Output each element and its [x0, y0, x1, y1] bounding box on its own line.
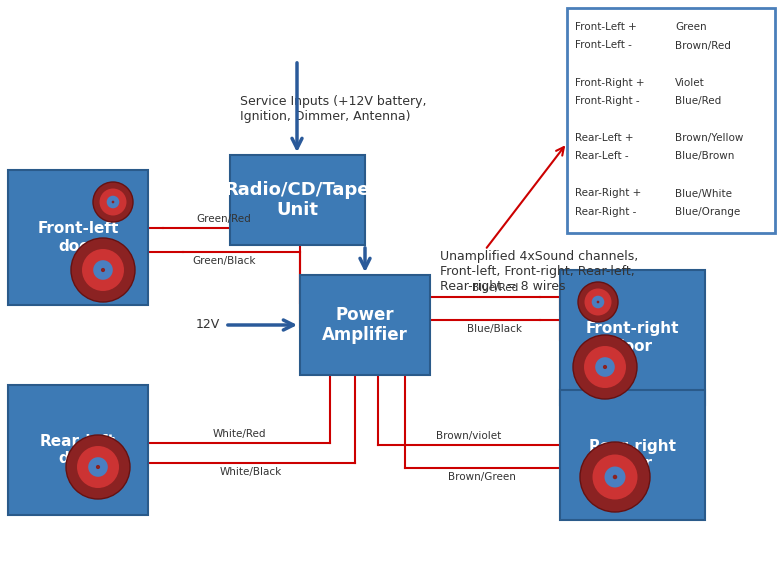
Text: Radio/CD/Tape
Unit: Radio/CD/Tape Unit [225, 181, 370, 220]
Text: Front-Left -: Front-Left - [575, 40, 632, 51]
Ellipse shape [584, 289, 612, 316]
Text: Rear-Right +: Rear-Right + [575, 189, 641, 198]
Text: Green/Black: Green/Black [193, 256, 256, 266]
Text: Blue/Black: Blue/Black [467, 324, 522, 334]
FancyBboxPatch shape [300, 275, 430, 375]
Text: Front-Right +: Front-Right + [575, 78, 644, 87]
Ellipse shape [101, 268, 105, 272]
Text: Service Inputs (+12V battery,
Ignition, Dimmer, Antenna): Service Inputs (+12V battery, Ignition, … [240, 95, 427, 123]
FancyBboxPatch shape [8, 385, 148, 515]
Ellipse shape [96, 465, 100, 469]
Text: Blue/Red: Blue/Red [472, 283, 518, 293]
Text: Blue/Brown: Blue/Brown [675, 151, 734, 162]
FancyBboxPatch shape [8, 170, 148, 305]
Ellipse shape [604, 466, 626, 488]
Ellipse shape [66, 435, 130, 499]
Ellipse shape [71, 238, 135, 302]
FancyBboxPatch shape [230, 155, 365, 245]
Text: Unamplified 4xSound channels,
Front-left, Front-right, Rear-left,
Rear-right = 8: Unamplified 4xSound channels, Front-left… [440, 250, 638, 293]
Text: Green: Green [675, 22, 706, 32]
Text: Brown/violet: Brown/violet [436, 431, 502, 441]
Text: Blue/Orange: Blue/Orange [675, 207, 740, 217]
Text: Brown/Yellow: Brown/Yellow [675, 133, 743, 143]
Text: Blue/Red: Blue/Red [675, 96, 721, 106]
Text: Brown/Red: Brown/Red [675, 40, 731, 51]
Ellipse shape [573, 335, 637, 399]
Text: 12V: 12V [196, 319, 220, 332]
Text: Rear-right
door: Rear-right door [589, 439, 677, 471]
FancyBboxPatch shape [567, 8, 775, 233]
Text: Rear-left
door: Rear-left door [40, 434, 116, 466]
Text: Blue/White: Blue/White [675, 189, 732, 198]
Ellipse shape [93, 182, 133, 222]
Ellipse shape [593, 454, 637, 500]
FancyBboxPatch shape [560, 270, 705, 405]
Text: Front-Left +: Front-Left + [575, 22, 637, 32]
Ellipse shape [597, 301, 599, 304]
Ellipse shape [106, 196, 119, 208]
Ellipse shape [592, 296, 604, 308]
Text: Power
Amplifier: Power Amplifier [322, 305, 408, 344]
Ellipse shape [88, 457, 108, 477]
Text: White/Red: White/Red [212, 429, 265, 439]
Text: White/Black: White/Black [220, 467, 282, 477]
Text: Rear-Right -: Rear-Right - [575, 207, 637, 217]
Text: Rear-Left -: Rear-Left - [575, 151, 629, 162]
Ellipse shape [93, 260, 113, 280]
Ellipse shape [112, 201, 114, 204]
Text: Front-right
door: Front-right door [586, 321, 679, 354]
Ellipse shape [77, 446, 119, 488]
Text: Front-Right -: Front-Right - [575, 96, 640, 106]
Text: Violet: Violet [675, 78, 705, 87]
Text: Green/Red: Green/Red [197, 214, 251, 224]
Ellipse shape [613, 475, 617, 479]
Ellipse shape [584, 346, 626, 388]
Ellipse shape [578, 282, 618, 322]
Ellipse shape [595, 357, 615, 377]
Text: Front-left
door: Front-left door [38, 221, 119, 254]
Ellipse shape [580, 442, 650, 512]
Ellipse shape [82, 249, 124, 291]
Ellipse shape [99, 189, 127, 216]
FancyBboxPatch shape [560, 390, 705, 520]
Text: Brown/Green: Brown/Green [448, 472, 516, 482]
Text: Rear-Left +: Rear-Left + [575, 133, 633, 143]
Ellipse shape [603, 365, 607, 369]
